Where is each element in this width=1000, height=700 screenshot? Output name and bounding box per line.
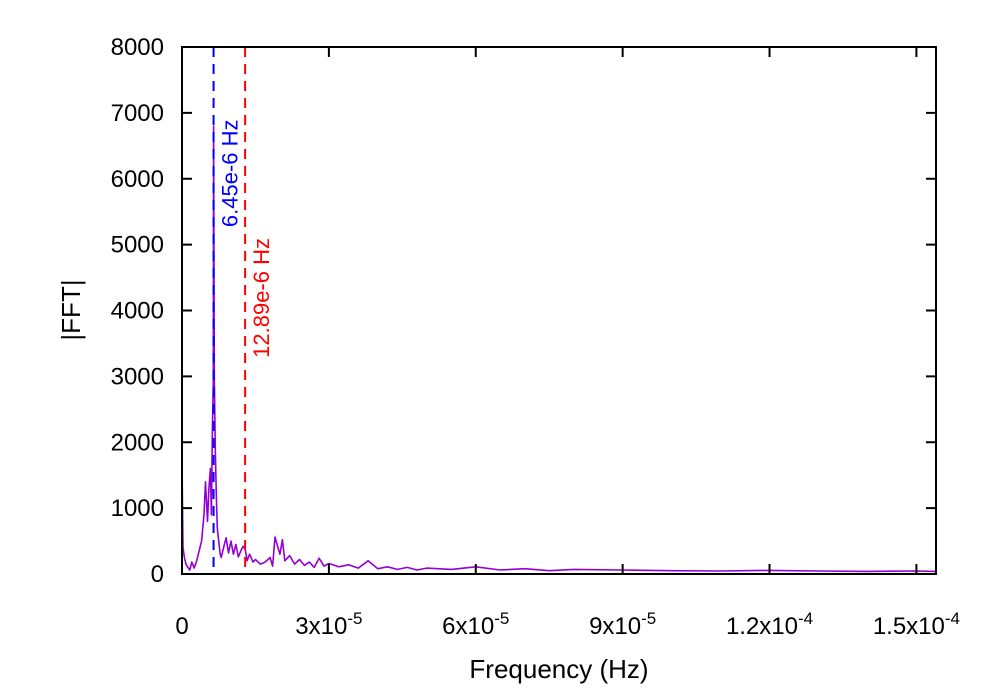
x-tick-label: 1.5x10-4 [873, 609, 960, 640]
plot-frame [181, 46, 937, 575]
y-tick-label: 6000 [111, 166, 164, 193]
x-axis-title: Frequency (Hz) [469, 654, 648, 684]
y-axis-title: |FFT| [56, 279, 86, 340]
x-tick-label: 1.2x10-4 [726, 609, 813, 640]
x-tick-label: 6x10-5 [442, 609, 509, 640]
y-tick-label: 0 [151, 561, 164, 588]
x-tick-label: 9x10-5 [589, 609, 656, 640]
marker-label-0: 6.45e-6 Hz [218, 120, 243, 228]
y-tick-label: 3000 [111, 363, 164, 390]
x-tick-label: 0 [175, 613, 188, 640]
x-tick-label: 3x10-5 [295, 609, 362, 640]
y-tick-label: 4000 [111, 298, 164, 325]
axis-ticks: 0 1000 2000 3000 4000 5000 6000 7000 8000 0 3x10-5… [111, 34, 960, 640]
y-tick-label: 2000 [111, 429, 164, 456]
y-tick-label: 8000 [111, 34, 164, 61]
y-tick-label: 7000 [111, 100, 164, 127]
y-tick-label: 5000 [111, 232, 164, 259]
fft-series-line-0 [181, 125, 937, 573]
marker-label-1: 12.89e-6 Hz [249, 238, 274, 358]
y-tick-label: 1000 [111, 495, 164, 522]
